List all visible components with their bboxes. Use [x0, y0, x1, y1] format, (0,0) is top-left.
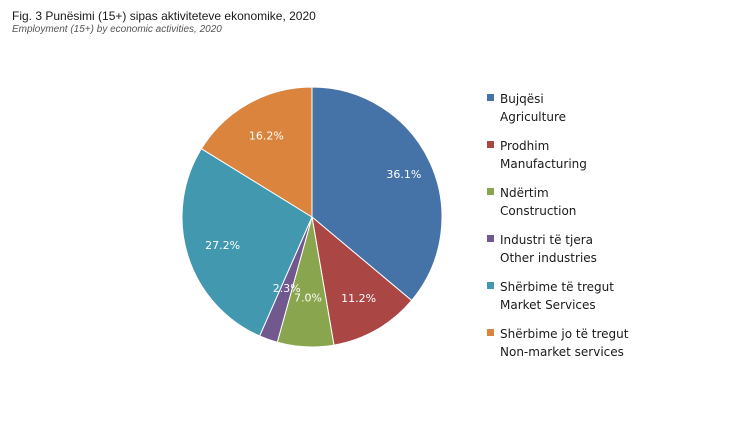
legend-swatch	[487, 329, 494, 336]
pie-slices	[181, 86, 443, 348]
legend-swatch	[487, 188, 494, 195]
legend-label-sq: Shërbime jo të tregut	[500, 327, 629, 341]
legend-label-en: Agriculture	[500, 110, 566, 124]
slice-data-label: 11.2%	[341, 292, 376, 305]
slice-data-label: 27.2%	[205, 239, 240, 252]
legend-label-sq: Prodhim	[500, 139, 550, 153]
legend-swatch	[487, 94, 494, 101]
pie-slice-market-services	[181, 148, 313, 337]
legend-label: Ndërtim Construction	[500, 184, 576, 220]
slice-data-label: 36.1%	[386, 168, 421, 181]
legend-swatch	[487, 282, 494, 289]
pie-slice-non-market-services	[200, 86, 313, 218]
legend-swatch	[487, 235, 494, 242]
chart-title: Fig. 3 Punësimi (15+) sipas aktiviteteve…	[12, 9, 316, 23]
legend-label-sq: Industri të tjera	[500, 233, 594, 247]
slice-data-label: 7.0%	[294, 292, 322, 305]
legend-label: Shërbime jo të tregut Non-market services	[500, 325, 628, 361]
pie-slice-manufacturing	[311, 215, 413, 346]
legend-label-en: Manufacturing	[500, 157, 587, 171]
legend-label-sq: Bujqësi	[500, 92, 544, 106]
slice-data-label: 16.2%	[249, 129, 284, 142]
pie-labels: 36.1% 11.2% 7.0%2.3% 27.2% 16.2%	[205, 129, 421, 305]
legend-label: Shërbime të tregut Market Services	[500, 278, 614, 314]
legend-label: Industri të tjera Other industries	[500, 231, 597, 267]
legend-label-sq: Ndërtim	[500, 186, 549, 200]
legend-label: Prodhim Manufacturing	[500, 137, 587, 173]
chart-subtitle: Employment (15+) by economic activities,…	[12, 24, 222, 35]
legend-label-en: Market Services	[500, 298, 596, 312]
legend-swatch	[487, 141, 494, 148]
legend-label-en: Non-market services	[500, 345, 624, 359]
legend-label: Bujqësi Agriculture	[500, 90, 566, 126]
legend-label-en: Construction	[500, 204, 577, 218]
pie-slice-agriculture	[311, 86, 443, 302]
legend-label-en: Other industries	[500, 251, 597, 265]
slice-data-label: 2.3%	[273, 282, 301, 295]
legend-label-sq: Shërbime të tregut	[500, 280, 614, 294]
